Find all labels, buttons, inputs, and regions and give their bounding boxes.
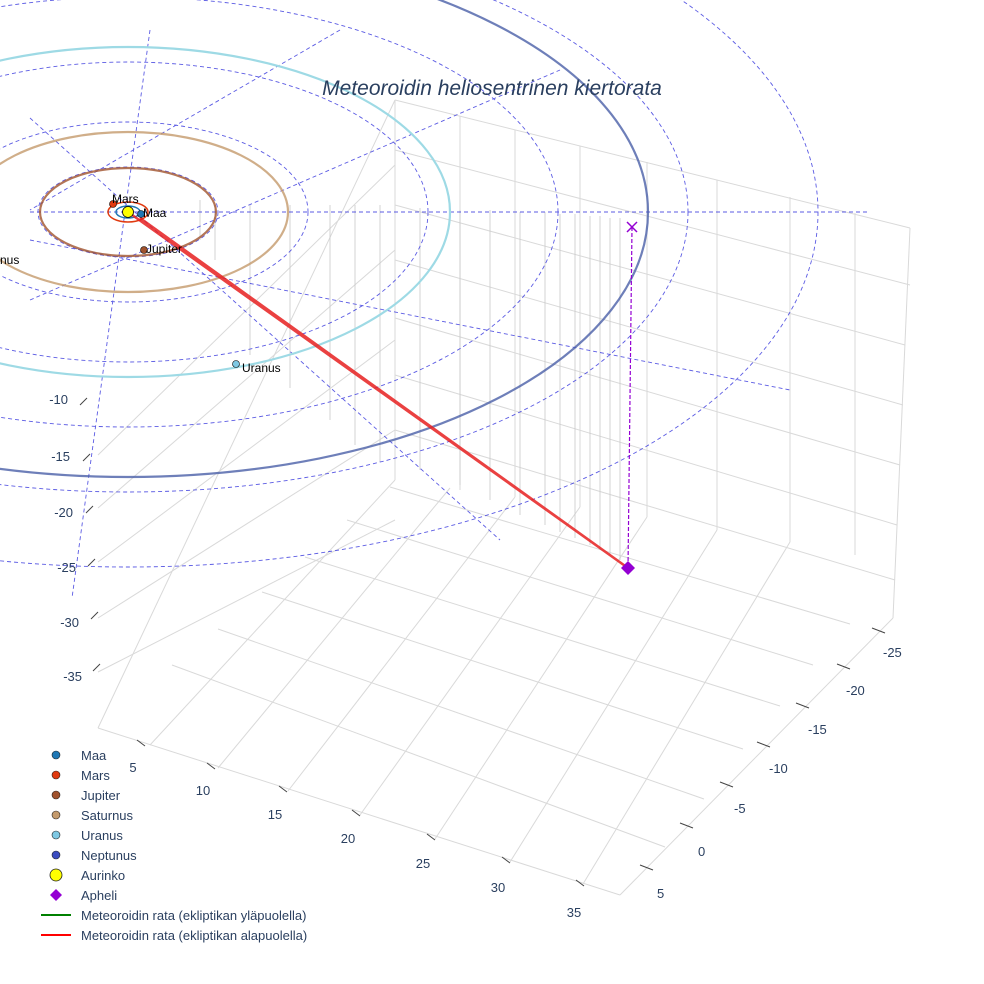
y-tick: -15 — [808, 722, 827, 737]
legend-item[interactable]: Maa — [51, 748, 107, 763]
legend-label: Uranus — [81, 828, 123, 843]
y-axis-ticks: -25 -20 -15 -10 -5 0 5 — [639, 627, 902, 901]
floor-edge-front — [97, 727, 621, 896]
z-tick: -15 — [51, 449, 70, 464]
legend-label: Neptunus — [81, 848, 137, 863]
legend-label: Aurinko — [81, 868, 125, 883]
x-tick: 35 — [567, 905, 581, 920]
legend-item[interactable]: Meteoroidin rata (ekliptikan yläpuolella… — [41, 908, 306, 923]
uranus-orbit — [0, 45, 452, 379]
legend-label: Saturnus — [81, 808, 134, 823]
saturnus-label: nus — [0, 253, 19, 267]
z-tick: -25 — [57, 560, 76, 575]
orbits — [0, 0, 649, 479]
legend-item[interactable]: Neptunus — [51, 848, 137, 863]
x-tick: 30 — [491, 880, 505, 895]
z-tick: -35 — [63, 669, 82, 684]
legend-label: Meteoroidin rata (ekliptikan yläpuolella… — [81, 908, 306, 923]
legend-item[interactable]: Uranus — [51, 828, 123, 843]
legend-label: Meteoroidin rata (ekliptikan alapuolella… — [81, 928, 307, 943]
legend-symbol — [50, 889, 62, 901]
maa-label: Maa — [143, 206, 167, 220]
legend-symbol — [51, 790, 61, 800]
scene-grid — [97, 99, 911, 896]
mars-marker — [109, 200, 117, 208]
legend-item[interactable]: Jupiter — [51, 788, 121, 803]
legend-item[interactable]: Mars — [51, 768, 110, 783]
apheli-projection-marker — [626, 221, 638, 233]
floor-edge-right — [619, 617, 894, 896]
z-tick: -20 — [54, 505, 73, 520]
z-axis-ticks: -10 -15 -20 -25 -30 -35 — [49, 392, 101, 684]
legend-symbol — [51, 850, 61, 860]
legend-item[interactable]: Meteoroidin rata (ekliptikan alapuolella… — [41, 928, 307, 943]
legend-symbol — [51, 750, 61, 760]
aurinko-marker — [122, 206, 134, 218]
saturn-orbit — [0, 130, 290, 294]
legend-symbol — [51, 810, 61, 820]
jupiter-marker — [140, 246, 148, 254]
y-tick: -25 — [883, 645, 902, 660]
y-tick: -20 — [846, 683, 865, 698]
neptune-orbit — [0, 0, 649, 479]
aphelion-dropline — [627, 226, 633, 569]
mars-orbit — [107, 201, 149, 223]
y-tick: -5 — [734, 801, 746, 816]
jupiter-orbit — [38, 166, 218, 258]
uranus-marker — [232, 360, 240, 368]
legend-item[interactable]: Aurinko — [49, 868, 125, 883]
wall-left-edge — [97, 99, 396, 729]
x-tick: 25 — [416, 856, 430, 871]
x-tick: 20 — [341, 831, 355, 846]
legend-item[interactable]: Apheli — [50, 888, 117, 903]
legend-symbol — [49, 868, 63, 882]
ecliptic-grid — [0, 0, 870, 599]
wall-right-edge — [892, 227, 911, 619]
x-tick: 15 — [268, 807, 282, 822]
uranus-label: Uranus — [242, 361, 281, 375]
legend-label: Mars — [81, 768, 110, 783]
x-tick: 5 — [129, 760, 136, 775]
y-tick: 0 — [698, 844, 705, 859]
legend-item[interactable]: Saturnus — [51, 808, 134, 823]
legend-label: Maa — [81, 748, 107, 763]
legend-label: Jupiter — [81, 788, 121, 803]
legend-symbol — [51, 770, 61, 780]
top-back-edge — [394, 99, 911, 229]
apheli-marker — [621, 561, 635, 575]
x-tick: 10 — [196, 783, 210, 798]
jupiter-label: Jupiter — [146, 242, 182, 256]
chart-title: Meteoroidin heliosentrinen kiertorata — [322, 77, 662, 100]
legend-label: Apheli — [81, 888, 117, 903]
y-tick: 5 — [657, 886, 664, 901]
maa-marker — [137, 210, 145, 218]
z-tick: -30 — [60, 615, 79, 630]
x-axis-ticks: 5 10 15 20 25 30 35 — [129, 739, 585, 920]
legend[interactable]: Maa Mars Jupiter Saturnus Uranus Neptunus Auri… — [41, 748, 307, 943]
z-tick: -10 — [49, 392, 68, 407]
mars-label: Mars — [112, 192, 139, 206]
legend-symbol — [51, 830, 61, 840]
planets: Maa Mars Jupiter nus Uranus — [0, 192, 638, 575]
y-tick: -10 — [769, 761, 788, 776]
